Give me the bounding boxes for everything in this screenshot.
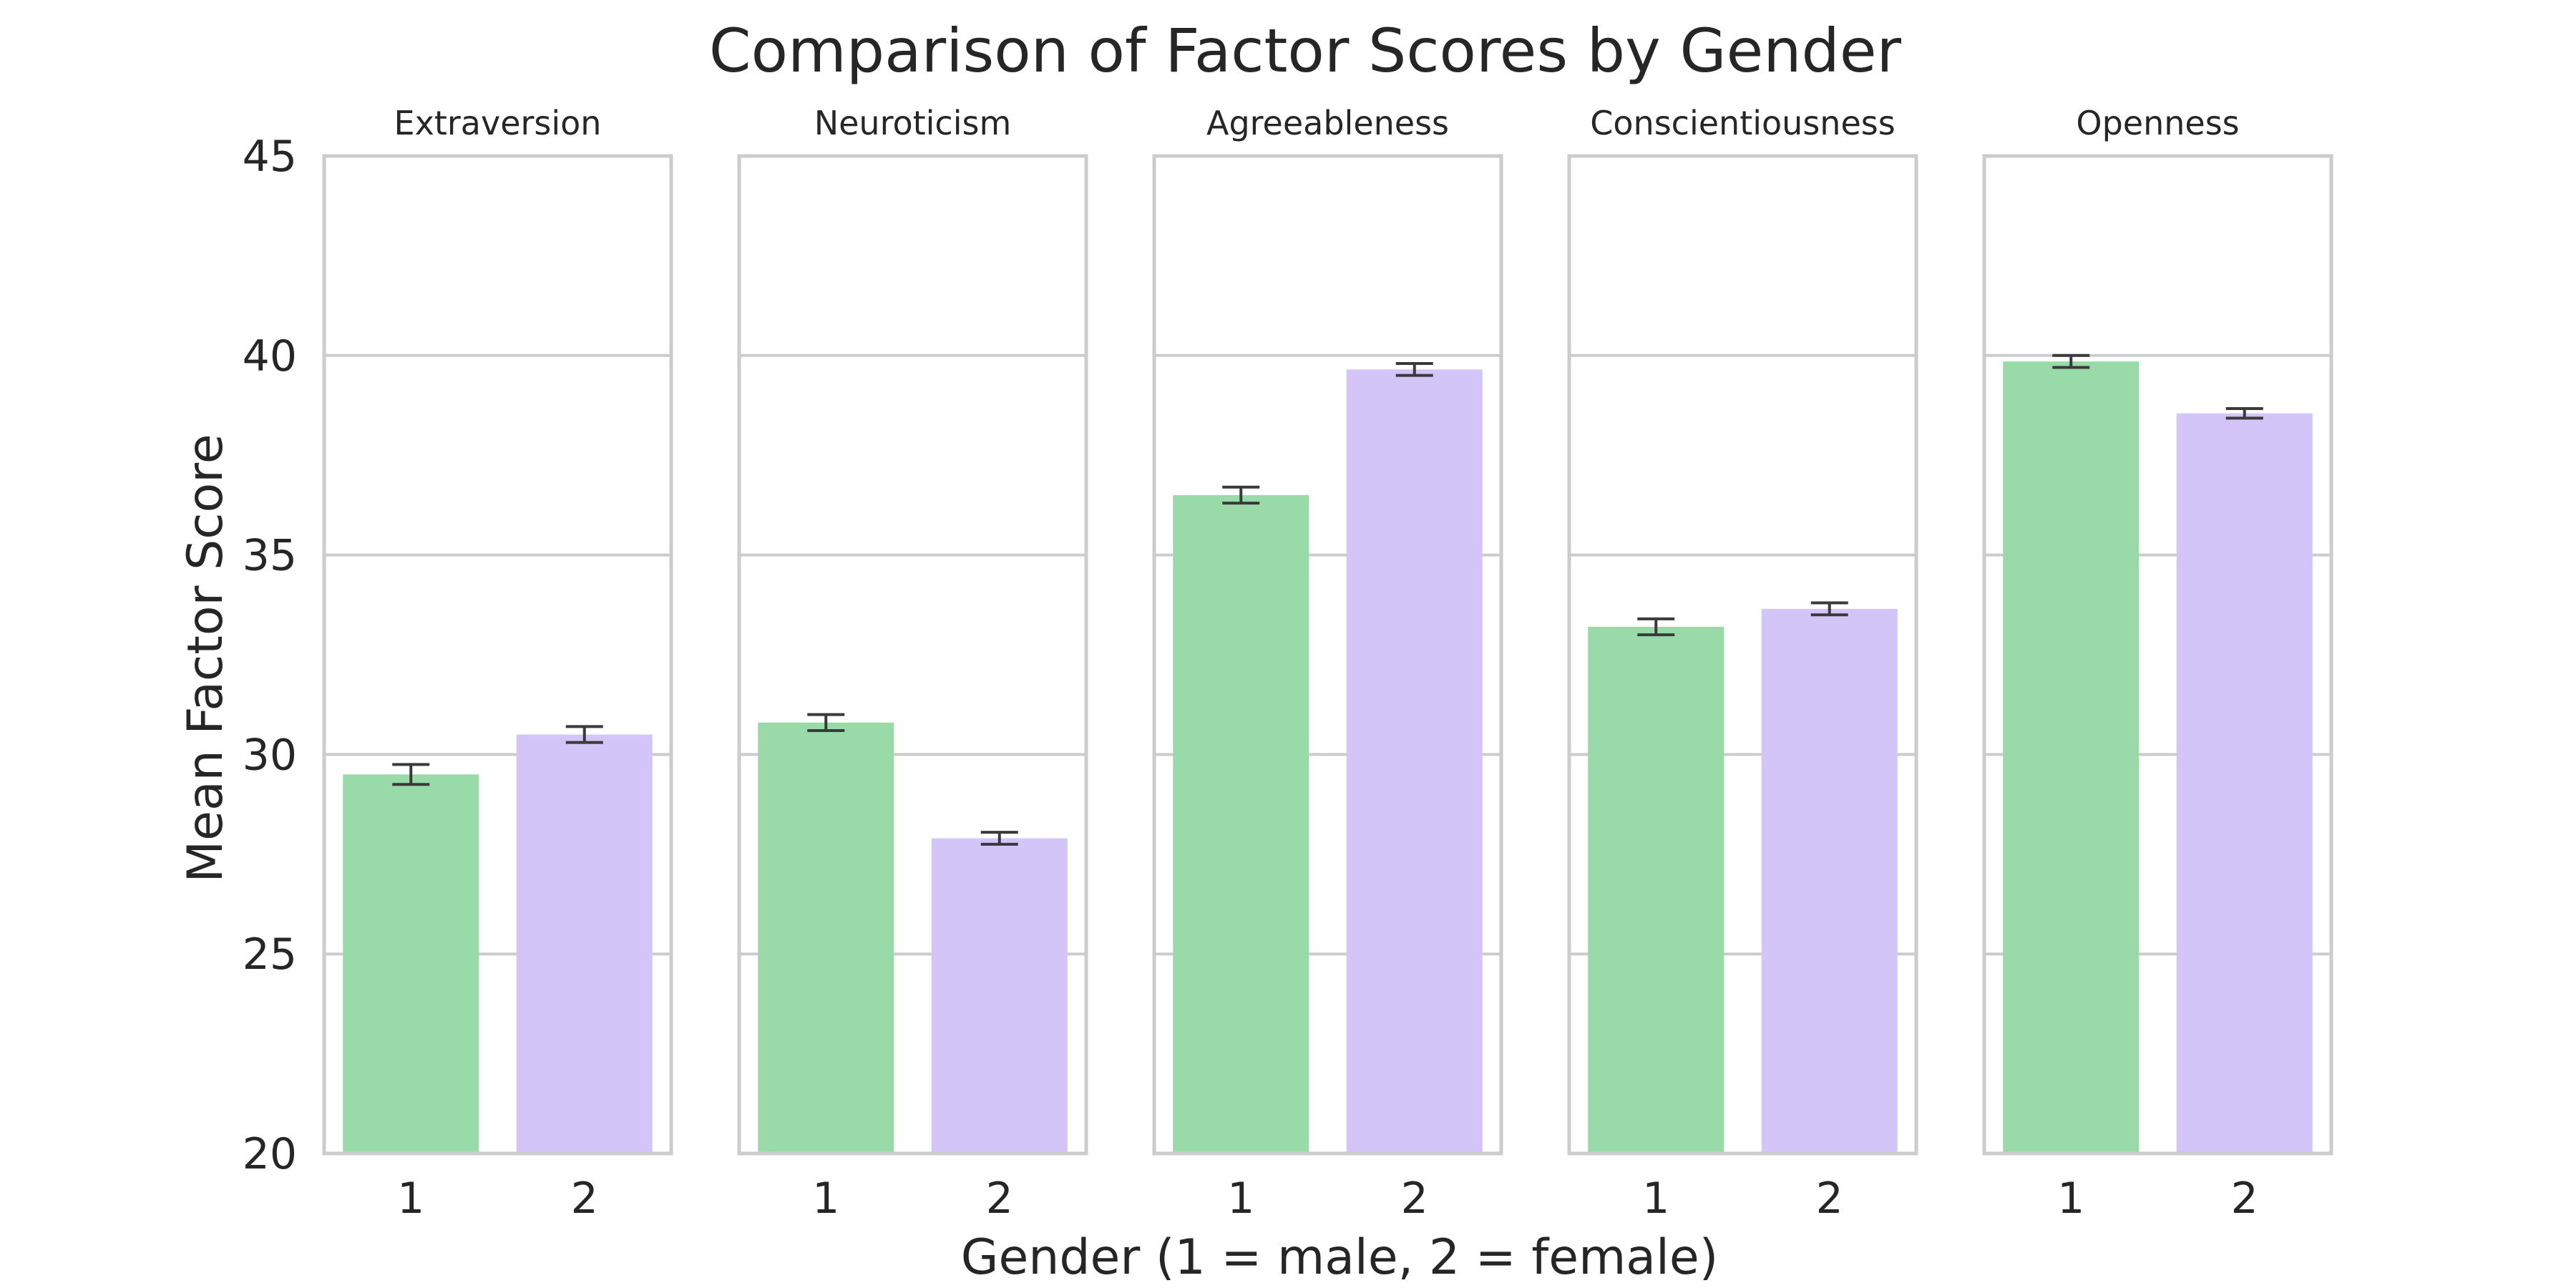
panel-neuroticism: 1 2 Neuroticism	[737, 104, 1088, 1224]
bar-openness-2	[2176, 413, 2313, 1153]
x-tick-label: 2	[2231, 1174, 2258, 1224]
bar-extraversion-1	[343, 774, 479, 1153]
panel-title: Openness	[2076, 104, 2239, 142]
bar-conscientiousness-1	[1588, 626, 1724, 1153]
x-tick-label: 2	[1401, 1174, 1428, 1224]
panel-frame	[322, 154, 673, 1156]
chart-title: Comparison of Factor Scores by Gender	[709, 16, 1902, 86]
panel-frame	[1982, 154, 2333, 1156]
panel-title: Conscientiousness	[1590, 104, 1895, 142]
panel-title: Extraversion	[394, 104, 602, 142]
panel-frame	[1152, 154, 1503, 1156]
y-tick-label: 35	[243, 531, 297, 581]
y-axis-label: Mean Factor Score	[177, 434, 234, 882]
x-axis-label: Gender (1 = male, 2 = female)	[961, 1229, 1718, 1286]
panel-conscientiousness: 1 2 Conscientiousness	[1567, 104, 1918, 1224]
x-tick-label: 1	[1227, 1174, 1254, 1224]
panels: 1 2 Extraversion 1 2 Neuroticism 1 2 Agreeablene…	[243, 104, 2333, 1224]
x-tick-label: 2	[986, 1174, 1013, 1224]
x-tick-label: 1	[812, 1174, 839, 1224]
y-tick-label: 40	[243, 331, 297, 381]
y-tick-label: 25	[243, 930, 297, 980]
panel-agreeableness: 1 2 Agreeableness	[1152, 104, 1503, 1224]
x-tick-label: 1	[2057, 1174, 2084, 1224]
panel-openness: 1 2 Openness	[1982, 104, 2333, 1224]
y-tick-label: 20	[243, 1129, 297, 1179]
bar-neuroticism-2	[931, 838, 1068, 1153]
x-tick-label: 1	[1642, 1174, 1669, 1224]
y-tick-label: 45	[243, 132, 297, 182]
panel-frame	[737, 154, 1088, 1156]
panel-title: Neuroticism	[814, 104, 1012, 142]
bar-agreeableness-1	[1173, 494, 1309, 1153]
bar-neuroticism-1	[758, 722, 894, 1153]
panel-frame	[1567, 154, 1918, 1156]
panel-extraversion: 1 2 Extraversion	[322, 104, 673, 1224]
bar-conscientiousness-2	[1761, 608, 1898, 1153]
x-tick-label: 1	[397, 1174, 424, 1224]
y-tick-label: 30	[243, 730, 297, 780]
bar-openness-1	[2003, 361, 2140, 1153]
panel-title: Agreeableness	[1206, 104, 1449, 142]
bar-agreeableness-2	[1346, 369, 1483, 1154]
x-tick-label: 2	[571, 1174, 598, 1224]
bar-extraversion-2	[516, 734, 653, 1153]
x-tick-label: 2	[1816, 1174, 1843, 1224]
